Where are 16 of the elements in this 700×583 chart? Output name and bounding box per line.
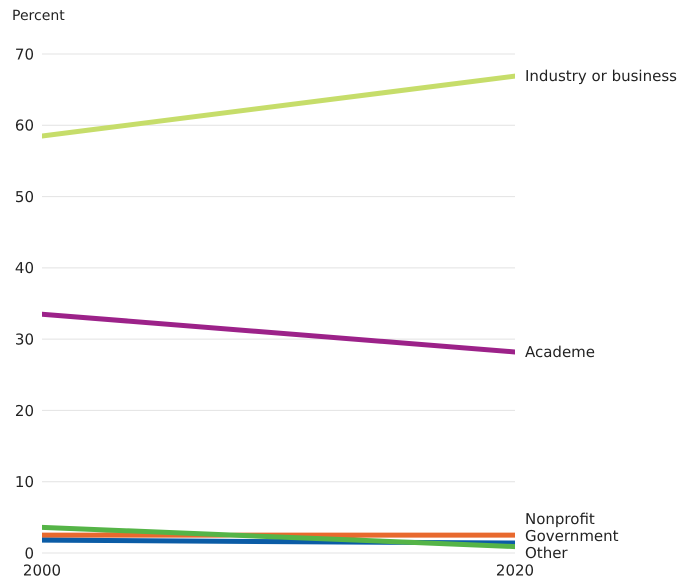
series-label: Industry or business	[525, 67, 678, 86]
y-tick-label: 60	[14, 116, 34, 135]
y-tick-label: 10	[14, 473, 34, 492]
y-tick-label: 40	[14, 259, 34, 278]
x-tick-label: 2000	[22, 562, 62, 580]
y-axis-title: Percent	[12, 8, 65, 24]
y-tick-label: 70	[14, 45, 34, 64]
series-label: Academe	[525, 342, 596, 361]
series-label: Nonprofit	[525, 510, 595, 528]
series-label: Government	[525, 527, 619, 545]
y-tick-label: 0	[24, 544, 34, 562]
y-tick-label: 20	[14, 402, 34, 420]
y-tick-label: 30	[14, 330, 34, 348]
series-label: Other	[525, 544, 568, 562]
x-tick-label: 2020	[496, 562, 534, 580]
y-tick-label: 50	[14, 188, 34, 206]
